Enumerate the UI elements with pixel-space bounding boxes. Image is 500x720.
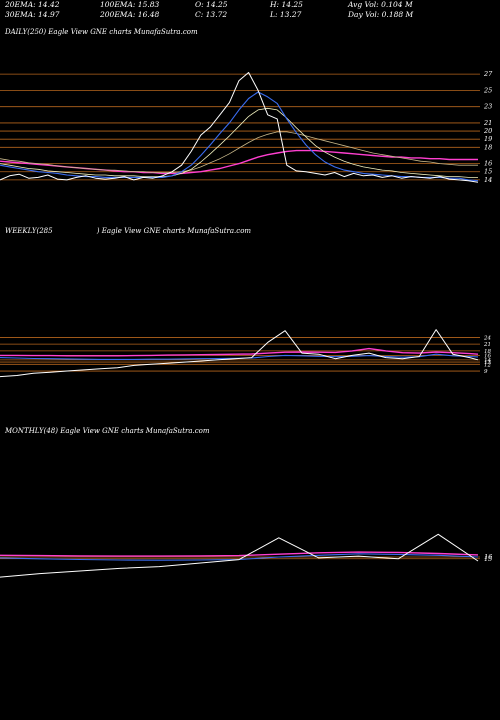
- y-tick-label: 16: [484, 553, 492, 561]
- low-stat: L: 13.27: [270, 10, 302, 19]
- price-line: [0, 533, 479, 578]
- ema100-stat: 100EMA: 15.83: [100, 0, 160, 9]
- ema20-stat: 20EMA: 14.42: [5, 0, 60, 9]
- weekly-label: WEEKLY(285: [5, 227, 53, 235]
- y-tick-label: 18: [484, 349, 491, 355]
- price-line: [0, 72, 479, 183]
- stats-header: 20EMA: 14.42 100EMA: 15.83 O: 14.25 H: 1…: [5, 0, 495, 20]
- y-tick-label: 13: [484, 360, 491, 366]
- ema30-stat: 30EMA: 14.97: [5, 10, 60, 19]
- monthly-view-link[interactable]: View GNE charts MunafaSutra.com: [82, 427, 210, 435]
- y-tick-label: 15: [484, 555, 492, 563]
- y-tick-label: 21: [483, 119, 492, 127]
- y-tick-label: 23: [483, 103, 492, 111]
- y-tick-label: 16: [484, 160, 492, 168]
- monthly-label: MONTHLY(48) Eagle: [5, 427, 81, 435]
- y-tick-label: 27: [483, 70, 493, 78]
- y-tick-label: 15: [484, 168, 492, 176]
- y-tick-label: 24: [483, 335, 491, 341]
- ema100-line: [0, 131, 478, 173]
- ema20-line: [0, 91, 479, 182]
- y-tick-label: 19: [484, 135, 492, 143]
- open-stat: O: 14.25: [195, 0, 228, 9]
- y-tick-label: 14: [484, 176, 492, 184]
- y-tick-label: 25: [483, 86, 492, 94]
- y-tick-label: 18: [484, 143, 492, 151]
- daily-label: DAILY(250) Eagle: [5, 28, 69, 36]
- y-tick-label: 9: [484, 369, 488, 375]
- y-tick-label: 21: [483, 342, 491, 348]
- daily-panel-title: DAILY(250) Eagle View GNE charts MunafaS…: [5, 28, 198, 36]
- price-line: [0, 329, 479, 378]
- ema200-line: [0, 347, 479, 357]
- weekly-view-link[interactable]: ) Eagle View GNE charts MunafaSutra.com: [96, 227, 252, 235]
- y-tick-label: 16: [484, 353, 491, 359]
- ema30-line: [0, 107, 478, 178]
- ema200-stat: 200EMA: 16.48: [100, 10, 160, 19]
- high-stat: H: 14.25: [270, 0, 303, 9]
- day-vol-stat: Day Vol: 0.188 M: [348, 10, 414, 19]
- ema200-line: [0, 551, 479, 557]
- y-tick-label: 12: [484, 362, 491, 368]
- monthly-panel-title: MONTHLY(48) Eagle View GNE charts Munafa…: [5, 427, 210, 435]
- ema200-line: [0, 149, 478, 175]
- y-tick-label: 14: [484, 358, 491, 364]
- weekly-panel-title: WEEKLY(285 ) Eagle View GNE charts Munaf…: [5, 227, 251, 235]
- avg-vol-stat: Avg Vol: 0.104 M: [348, 0, 413, 9]
- daily-view-link[interactable]: View GNE charts MunafaSutra.com: [70, 28, 198, 36]
- y-tick-label: 20: [483, 127, 492, 135]
- close-stat: C: 13.72: [195, 10, 228, 19]
